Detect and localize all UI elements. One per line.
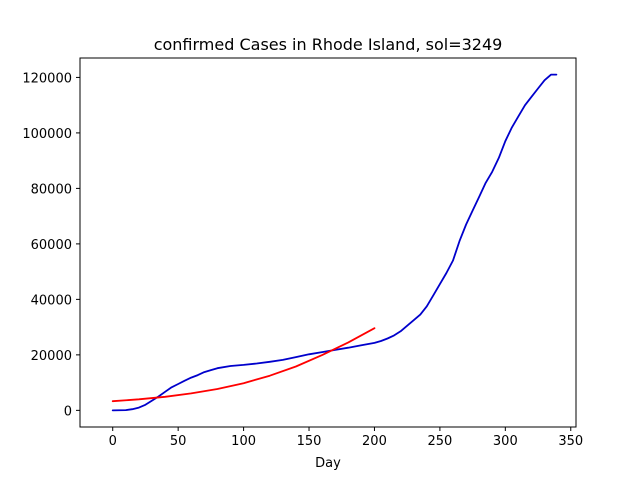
x-tick-label: 300 <box>493 434 518 449</box>
chart-title: confirmed Cases in Rhode Island, sol=324… <box>154 35 503 54</box>
plot-area <box>111 73 558 412</box>
x-tick-label: 100 <box>231 434 256 449</box>
x-tick-label: 200 <box>362 434 387 449</box>
x-tick-label: 50 <box>170 434 187 449</box>
y-tick-label: 60000 <box>31 238 72 253</box>
x-tick-label: 350 <box>558 434 583 449</box>
y-tick-label: 100000 <box>22 127 72 142</box>
plot-frame <box>79 57 577 428</box>
fitted-curve-line <box>111 327 376 403</box>
y-tick-label: 40000 <box>31 293 72 308</box>
y-tick-label: 80000 <box>31 182 72 197</box>
x-tick-label: 150 <box>297 434 322 449</box>
confirmed-cases-line <box>111 73 558 412</box>
y-tick-label: 0 <box>64 404 72 419</box>
y-tick-label: 20000 <box>31 349 72 364</box>
x-tick-label: 0 <box>109 434 117 449</box>
y-tick-label: 120000 <box>22 71 72 86</box>
x-tick-label: 250 <box>427 434 452 449</box>
x-axis-label: Day <box>315 456 341 471</box>
